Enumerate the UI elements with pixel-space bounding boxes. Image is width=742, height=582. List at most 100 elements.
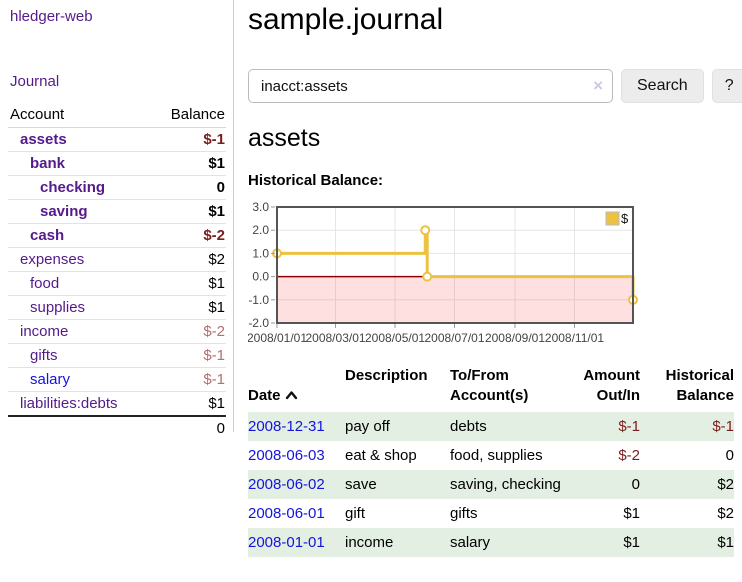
register-header-date[interactable]: Date	[248, 364, 345, 412]
search-form: × Search ?	[248, 69, 742, 103]
transaction-amount: $-1	[618, 418, 640, 435]
transaction-amount: $1	[623, 505, 640, 522]
account-row: salary $-1	[8, 367, 226, 392]
transaction-date-link[interactable]: 2008-01-01	[248, 534, 325, 551]
transaction-accounts: salary	[450, 534, 491, 551]
account-link[interactable]: supplies	[30, 299, 86, 316]
historical-balance-label: Historical Balance:	[248, 172, 384, 189]
account-row: supplies $1	[8, 295, 226, 320]
search-button[interactable]: Search	[621, 69, 704, 103]
account-link[interactable]: checking	[40, 179, 106, 196]
chart-svg: 3.0 2.0 1.0 0.0 -1.0 -2.02008/01/012008/03/01…	[248, 200, 638, 344]
svg-text:2008/07/01: 2008/07/01	[424, 331, 484, 344]
account-link[interactable]: cash	[30, 227, 65, 244]
account-row: expenses $2	[8, 247, 226, 272]
account-link[interactable]: salary	[30, 371, 71, 388]
svg-text:2008/01/01: 2008/01/01	[248, 331, 307, 344]
accounts-header-account: Account	[8, 106, 152, 128]
account-balance: $-1	[151, 127, 226, 152]
transaction-balance: $-1	[712, 418, 734, 435]
search-input[interactable]	[248, 69, 613, 103]
account-balance: $-1	[151, 343, 226, 368]
transaction-date-link[interactable]: 2008-06-03	[248, 447, 325, 464]
account-link[interactable]: expenses	[20, 251, 85, 268]
account-row: checking 0	[8, 175, 226, 200]
account-link[interactable]: food	[30, 275, 60, 292]
accounts-header-balance: Balance	[151, 106, 226, 128]
transaction-balance: $2	[717, 476, 734, 493]
svg-text:-2.0: -2.0	[248, 316, 269, 330]
sort-ascending-icon	[285, 386, 298, 406]
svg-text:2.0: 2.0	[252, 223, 269, 237]
transaction-amount: $1	[623, 534, 640, 551]
date-header-label: Date	[248, 387, 281, 404]
account-row: food $1	[8, 271, 226, 296]
transaction-description: gift	[345, 505, 366, 522]
svg-text:2008/11/01: 2008/11/01	[545, 331, 604, 344]
svg-text:2008/09/01: 2008/09/01	[485, 331, 545, 344]
svg-text:$: $	[621, 211, 629, 226]
register-row: 2008-06-03 eat & shop food, supplies $-2 0	[248, 441, 734, 470]
account-balance: $2	[151, 247, 226, 272]
search-help-button[interactable]: ?	[711, 69, 742, 103]
register-header-amount: Amount Out/In	[583, 367, 640, 404]
register-row: 2008-06-01 gift gifts $1 $2	[248, 499, 734, 528]
transaction-date-link[interactable]: 2008-12-31	[248, 418, 325, 435]
register-header-row: Date Description To/From Account(s) Amou…	[248, 364, 734, 412]
account-balance: $-2	[151, 319, 226, 344]
brand-link[interactable]: hledger-web	[10, 8, 93, 25]
transaction-description: income	[345, 534, 394, 551]
transaction-balance: 0	[725, 447, 734, 464]
account-balance: 0	[151, 175, 226, 200]
svg-text:3.0: 3.0	[252, 200, 269, 214]
account-balance: $1	[151, 295, 226, 320]
transaction-accounts: debts	[450, 418, 487, 435]
account-row: saving $1	[8, 199, 226, 224]
register-row: 2008-06-02 save saving, checking 0 $2	[248, 470, 734, 499]
account-link[interactable]: liabilities:debts	[20, 395, 118, 412]
accounts-total-balance: 0	[151, 415, 226, 440]
register-header-balance: Historical Balance	[665, 367, 734, 404]
sidebar-divider	[233, 0, 234, 432]
transaction-accounts: food, supplies	[450, 447, 543, 464]
account-link[interactable]: income	[20, 323, 69, 340]
total-spacer	[8, 415, 152, 440]
account-balance: $-1	[151, 367, 226, 392]
page-title: sample.journal	[248, 3, 444, 36]
transaction-accounts: saving, checking	[450, 476, 561, 493]
account-heading: assets	[248, 124, 321, 152]
account-row: bank $1	[8, 151, 226, 176]
account-link[interactable]: bank	[30, 155, 66, 172]
account-link[interactable]: gifts	[30, 347, 58, 364]
register-header-accounts: To/From Account(s)	[450, 367, 529, 404]
transaction-amount: 0	[631, 476, 640, 493]
register-table: Date Description To/From Account(s) Amou…	[248, 364, 734, 557]
register-header-description: Description	[345, 367, 428, 384]
account-balance: $1	[151, 391, 226, 417]
account-row: assets $-1	[8, 127, 226, 152]
transaction-date-link[interactable]: 2008-06-01	[248, 505, 325, 522]
accounts-table: Account Balance assets $-1 bank $1 checking 0…	[8, 106, 226, 440]
account-balance: $1	[151, 271, 226, 296]
sidebar-item-journal[interactable]: Journal	[10, 73, 60, 90]
accounts-total-row: 0	[8, 415, 226, 440]
clear-search-icon[interactable]: ×	[593, 76, 603, 95]
search-input-wrap: ×	[248, 69, 613, 103]
account-row: income $-2	[8, 319, 226, 344]
transaction-description: save	[345, 476, 377, 493]
transaction-date-link[interactable]: 2008-06-02	[248, 476, 325, 493]
account-link[interactable]: saving	[40, 203, 88, 220]
transaction-balance: $2	[717, 505, 734, 522]
transaction-accounts: gifts	[450, 505, 478, 522]
svg-text:2008/03/01: 2008/03/01	[305, 331, 365, 344]
svg-text:0.0: 0.0	[252, 270, 269, 284]
account-link[interactable]: assets	[20, 131, 67, 148]
account-balance: $1	[151, 199, 226, 224]
account-row: liabilities:debts $1	[8, 391, 226, 417]
transaction-balance: $1	[717, 534, 734, 551]
account-row: cash $-2	[8, 223, 226, 248]
accounts-header-row: Account Balance	[8, 106, 226, 128]
transaction-description: eat & shop	[345, 447, 417, 464]
svg-text:1.0: 1.0	[252, 246, 269, 260]
